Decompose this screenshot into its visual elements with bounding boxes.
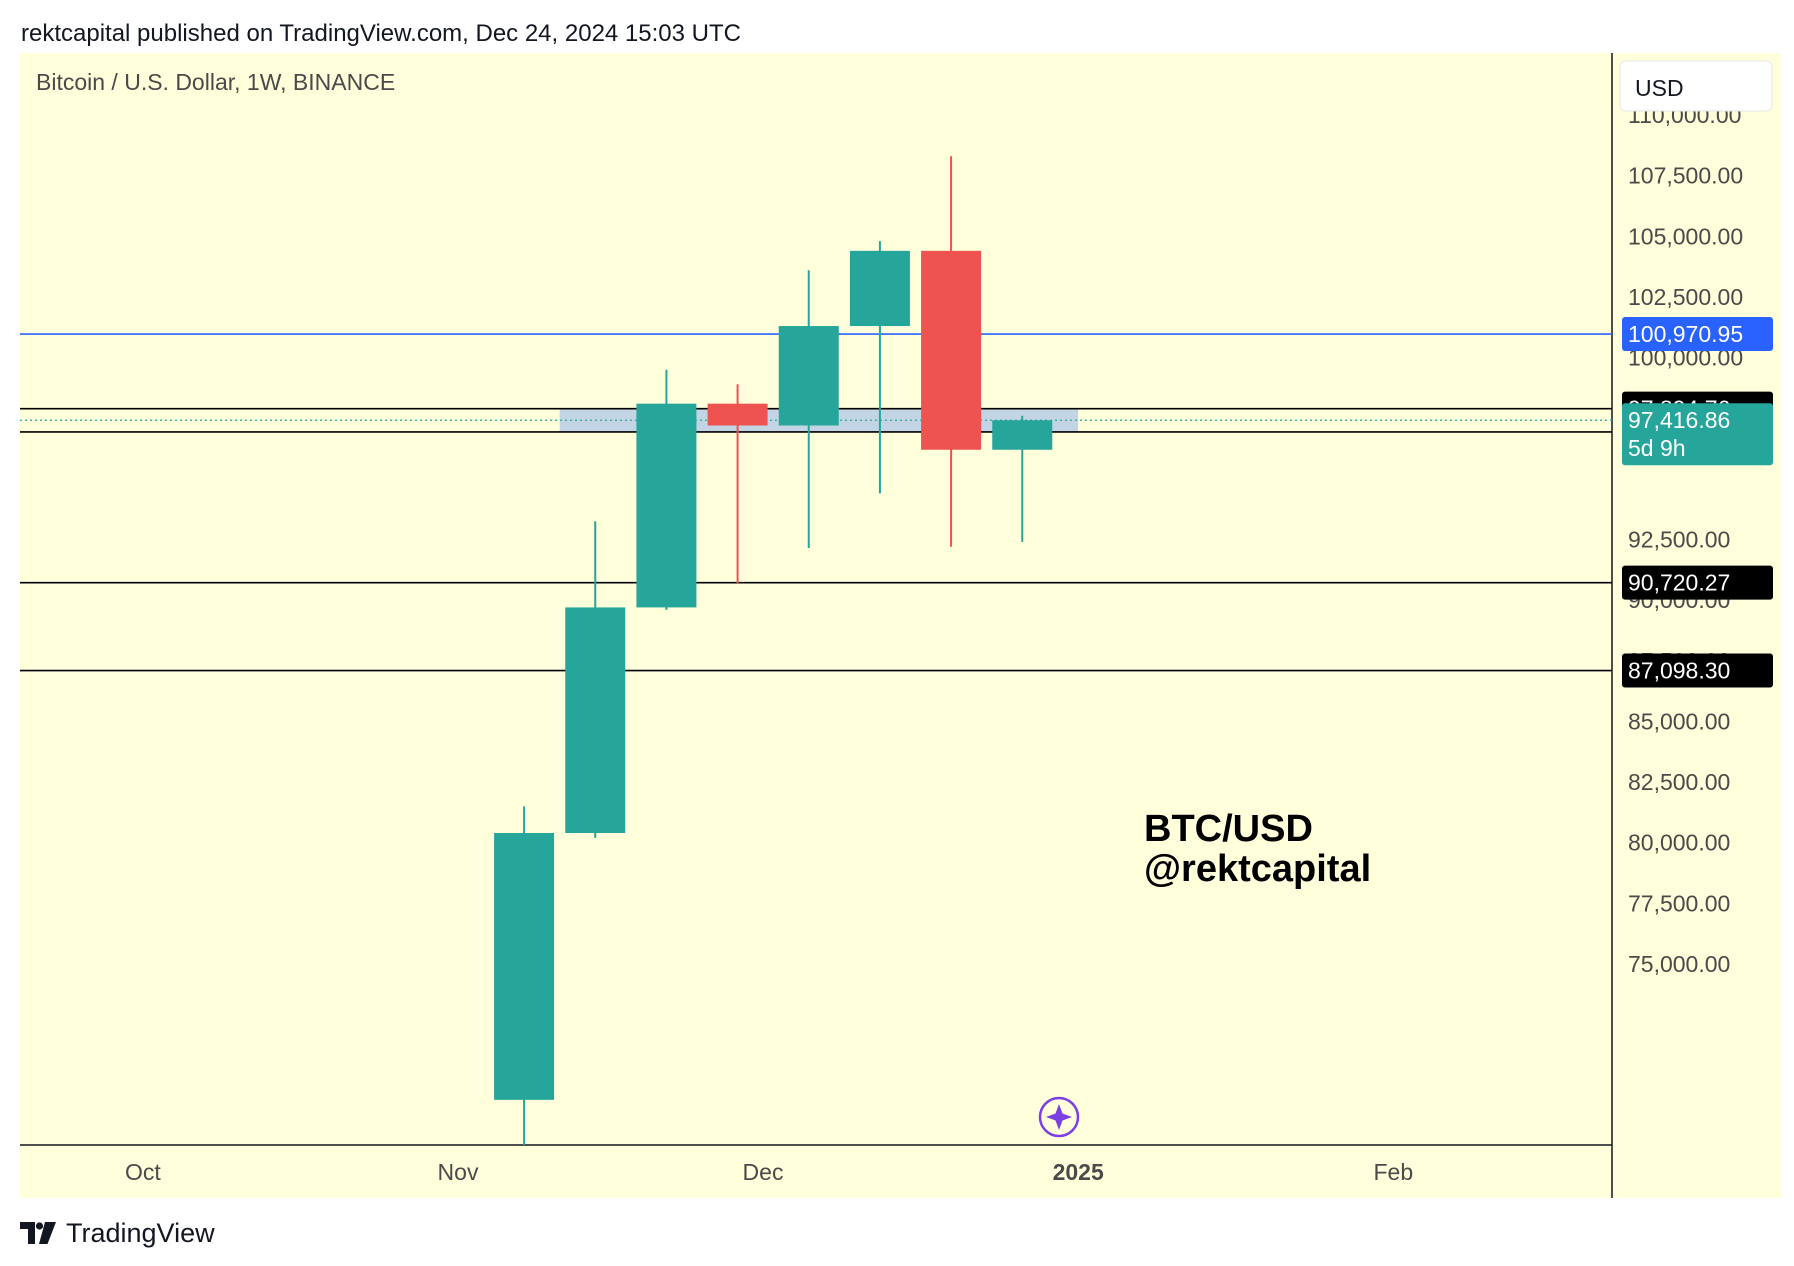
price-labels-layer: 100,970.9597,894.7696,935.4090,720.2787,… (1622, 317, 1773, 688)
price-label-box-0 (1622, 317, 1773, 352)
candle-7 (992, 415, 1053, 542)
watermark-line-2: @rektcapital (1144, 848, 1371, 890)
price-label-3: 90,720.27 (1628, 570, 1730, 596)
time-tick-label: Dec (743, 1159, 784, 1185)
chart-background (20, 53, 1781, 1198)
price-tick-label: 107,500.00 (1628, 163, 1743, 189)
candle-6 (921, 156, 982, 547)
candle-body (707, 403, 768, 426)
currency-button-box[interactable] (1619, 60, 1773, 112)
candle-body (849, 250, 910, 327)
watermark: BTC/USD @rektcapital (1144, 808, 1371, 890)
chart-title: Bitcoin / U.S. Dollar, 1W, BINANCE (36, 69, 395, 95)
price-tick-label: 92,500.00 (1628, 527, 1730, 553)
current-price-label: 97,416.86 (1628, 407, 1730, 433)
time-tick-label: 2025 (1053, 1159, 1104, 1185)
price-tick-label: 105,000.00 (1628, 223, 1743, 249)
candle-0 (494, 806, 555, 1145)
candle-body (778, 326, 839, 426)
currency-button-label[interactable]: USD (1635, 75, 1684, 101)
candle-4 (778, 270, 839, 548)
candle-body (636, 403, 697, 608)
candle-body (565, 607, 626, 834)
tradingview-brand[interactable]: TradingView (66, 1217, 215, 1248)
price-tick-label: 77,500.00 (1628, 890, 1730, 916)
price-tick-label: 102,500.00 (1628, 284, 1743, 310)
price-label-box-4 (1622, 653, 1773, 688)
time-axis[interactable]: Oct Nov Dec 2025 Feb (125, 1159, 1413, 1185)
candles-layer (494, 156, 1053, 1145)
price-axis[interactable]: 75,000.00 77,500.00 80,000.00 82,500.00 85,0… (1628, 102, 1743, 977)
price-tick-label: 82,500.00 (1628, 769, 1730, 795)
candlestick-chart[interactable]: 75,000.00 77,500.00 80,000.00 82,500.00 85,0… (20, 53, 1781, 1198)
candle-body (494, 833, 555, 1100)
price-label-4: 87,098.30 (1628, 658, 1730, 684)
price-tick-label: 80,000.00 (1628, 830, 1730, 856)
publish-header: rektcapital published on TradingView.com… (21, 20, 741, 47)
candle-3 (707, 384, 768, 584)
time-tick-label: Oct (125, 1159, 161, 1185)
time-tick-label: Feb (1374, 1159, 1414, 1185)
tradingview-logo-icon[interactable] (20, 1222, 58, 1244)
current-price-box (1622, 403, 1773, 466)
chart-frame[interactable]: 75,000.00 77,500.00 80,000.00 82,500.00 85,0… (20, 53, 1781, 1198)
footer: TradingView (20, 1218, 215, 1248)
candle-5 (849, 241, 910, 494)
price-tick-label: 75,000.00 (1628, 951, 1730, 977)
candle-body (921, 250, 982, 450)
candle-2 (636, 369, 697, 610)
watermark-line-1: BTC/USD (1144, 808, 1313, 850)
currency-button[interactable]: USD (1619, 60, 1773, 112)
candle-1 (565, 521, 626, 838)
price-label-box-3 (1622, 565, 1773, 600)
sparkle-cursor-icon[interactable] (1038, 1096, 1080, 1138)
time-tick-label: Nov (438, 1159, 479, 1185)
countdown-label: 5d 9h (1628, 435, 1686, 461)
price-tick-label: 85,000.00 (1628, 708, 1730, 734)
candle-body (992, 420, 1053, 450)
price-label-0: 100,970.95 (1628, 321, 1743, 347)
